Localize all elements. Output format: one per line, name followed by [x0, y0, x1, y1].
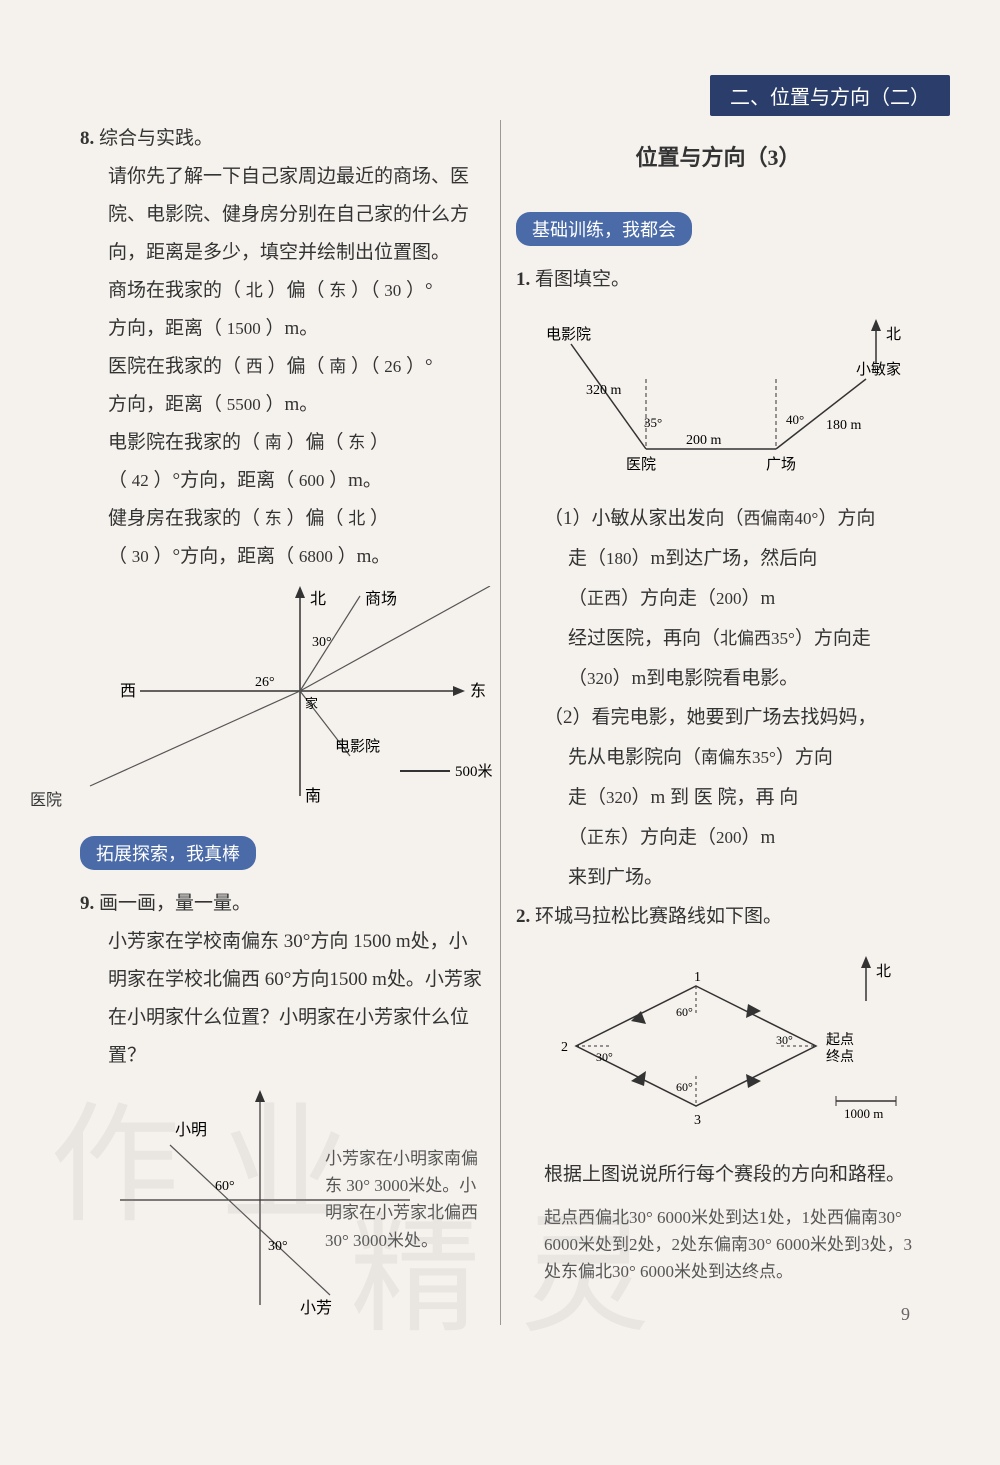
hospital-label: 医院: [30, 786, 62, 810]
q9-number: 9.: [80, 893, 94, 914]
r-q1-title: 看图填空。: [535, 269, 630, 290]
svg-text:小明: 小明: [175, 1121, 207, 1139]
q8-line6: （ 42 ）°方向，距离（ 600 ）m。: [80, 462, 485, 500]
r-q1-heading: 1. 看图填空。: [516, 261, 920, 299]
q9-title: 画一画，量一量。: [99, 893, 251, 914]
svg-text:320 m: 320 m: [586, 383, 622, 398]
svg-text:小敏家: 小敏家: [856, 361, 901, 378]
q9-answer: 小芳家在小明家南偏东 30° 3000米处。小明家在小芳家北偏西 30° 300…: [325, 1145, 485, 1254]
section-title: 位置与方向（3）: [516, 140, 920, 172]
r-q1-diagram: 北 电影院 医院 广场 小敏家 320 m 200 m 180 m 35° 40…: [516, 309, 920, 489]
svg-text:小芳: 小芳: [300, 1299, 332, 1315]
svg-text:南: 南: [305, 787, 321, 805]
svg-text:500米: 500米: [455, 763, 493, 780]
q8-intro: 请你先了解一下自己家周边最近的商场、医院、电影院、健身房分别在自己家的什么方向，…: [80, 158, 485, 272]
extension-pill: 拓展探索，我真棒: [80, 836, 256, 870]
svg-text:电影院: 电影院: [546, 325, 591, 343]
svg-text:180 m: 180 m: [826, 418, 862, 433]
q8-line7: 健身房在我家的（ 东 ）偏（ 北 ）: [80, 500, 485, 538]
r-q1-p2: （2）看完电影，她要到广场去找妈妈，: [516, 698, 920, 738]
q8-line3: 医院在我家的（ 西 ）偏（ 南 ）（ 26 ）°: [80, 348, 485, 386]
svg-text:终点: 终点: [826, 1049, 854, 1065]
q9-diagram: 小明 小芳 60° 30° 小芳家在小明家南偏东 30° 3000米处。小明家在…: [80, 1085, 485, 1315]
svg-text:1000 m: 1000 m: [844, 1106, 883, 1121]
svg-text:26°: 26°: [255, 675, 275, 690]
svg-text:家: 家: [305, 696, 318, 711]
svg-text:200 m: 200 m: [686, 433, 722, 448]
r-q2-prompt: 根据上图说说所行每个赛段的方向和路程。: [516, 1156, 920, 1194]
svg-text:北: 北: [886, 326, 901, 343]
r-q2-heading: 2. 环城马拉松比赛路线如下图。: [516, 898, 920, 936]
svg-text:3: 3: [694, 1113, 701, 1128]
svg-text:电影院: 电影院: [335, 737, 380, 755]
svg-text:60°: 60°: [676, 1005, 693, 1019]
right-column: 位置与方向（3） 基础训练，我都会 1. 看图填空。 北 电影院 医院: [500, 120, 920, 1325]
svg-text:2: 2: [561, 1040, 568, 1055]
chapter-header: 二、位置与方向（二）: [710, 75, 950, 116]
r-q1-number: 1.: [516, 269, 530, 290]
svg-text:1: 1: [694, 970, 701, 985]
svg-text:北: 北: [310, 590, 326, 608]
svg-text:商场: 商场: [365, 590, 397, 608]
svg-text:30°: 30°: [312, 635, 332, 650]
q8-line4: 方向，距离（ 5500 ）m。: [80, 386, 485, 424]
q9-heading: 9. 画一画，量一量。: [80, 885, 485, 923]
r-q2-answer: 起点西偏北30° 6000米处到达1处，1处西偏南30° 6000米处到2处，2…: [516, 1204, 920, 1286]
svg-text:40°: 40°: [786, 412, 804, 427]
svg-text:30°: 30°: [776, 1033, 793, 1047]
q8-title: 综合与实践。: [99, 128, 213, 149]
svg-text:广场: 广场: [766, 456, 796, 473]
r-q2-title: 环城马拉松比赛路线如下图。: [535, 906, 782, 927]
q8-line2: 方向，距离（ 1500 ）m。: [80, 310, 485, 348]
svg-text:30°: 30°: [268, 1239, 288, 1254]
q9-body: 小芳家在学校南偏东 30°方向 1500 m处，小明家在学校北偏西 60°方向1…: [80, 923, 485, 1075]
svg-text:35°: 35°: [644, 415, 662, 430]
svg-text:起点: 起点: [826, 1032, 854, 1048]
q8-line1: 商场在我家的（ 北 ）偏（ 东 ）（ 30 ）°: [80, 272, 485, 310]
r-q2-number: 2.: [516, 906, 530, 927]
r-q1-p1: （1）小敏从家出发向（西偏南40°）方向: [516, 499, 920, 539]
svg-text:西: 西: [120, 683, 136, 700]
r-q2-diagram: 北 1 2 3 起点 终点 60° 60°: [516, 946, 920, 1146]
svg-text:东: 东: [470, 682, 486, 700]
left-column: 8. 综合与实践。 请你先了解一下自己家周边最近的商场、医院、电影院、健身房分别…: [80, 120, 500, 1325]
q8-line8: （ 30 ）°方向，距离（ 6800 ）m。: [80, 538, 485, 576]
svg-text:医院: 医院: [626, 455, 656, 473]
q8-number: 8.: [80, 128, 94, 149]
svg-text:北: 北: [876, 963, 891, 980]
page-number: 9: [901, 1304, 910, 1325]
basic-pill: 基础训练，我都会: [516, 212, 692, 246]
q8-heading: 8. 综合与实践。: [80, 120, 485, 158]
svg-text:60°: 60°: [676, 1080, 693, 1094]
svg-text:60°: 60°: [215, 1179, 235, 1194]
svg-text:30°: 30°: [596, 1050, 613, 1064]
q8-line5: 电影院在我家的（ 南 ）偏（ 东 ）: [80, 424, 485, 462]
q8-diagram: 北 商场 南 东 西 家 30° 26° 电影院 500米 医院: [80, 586, 485, 811]
